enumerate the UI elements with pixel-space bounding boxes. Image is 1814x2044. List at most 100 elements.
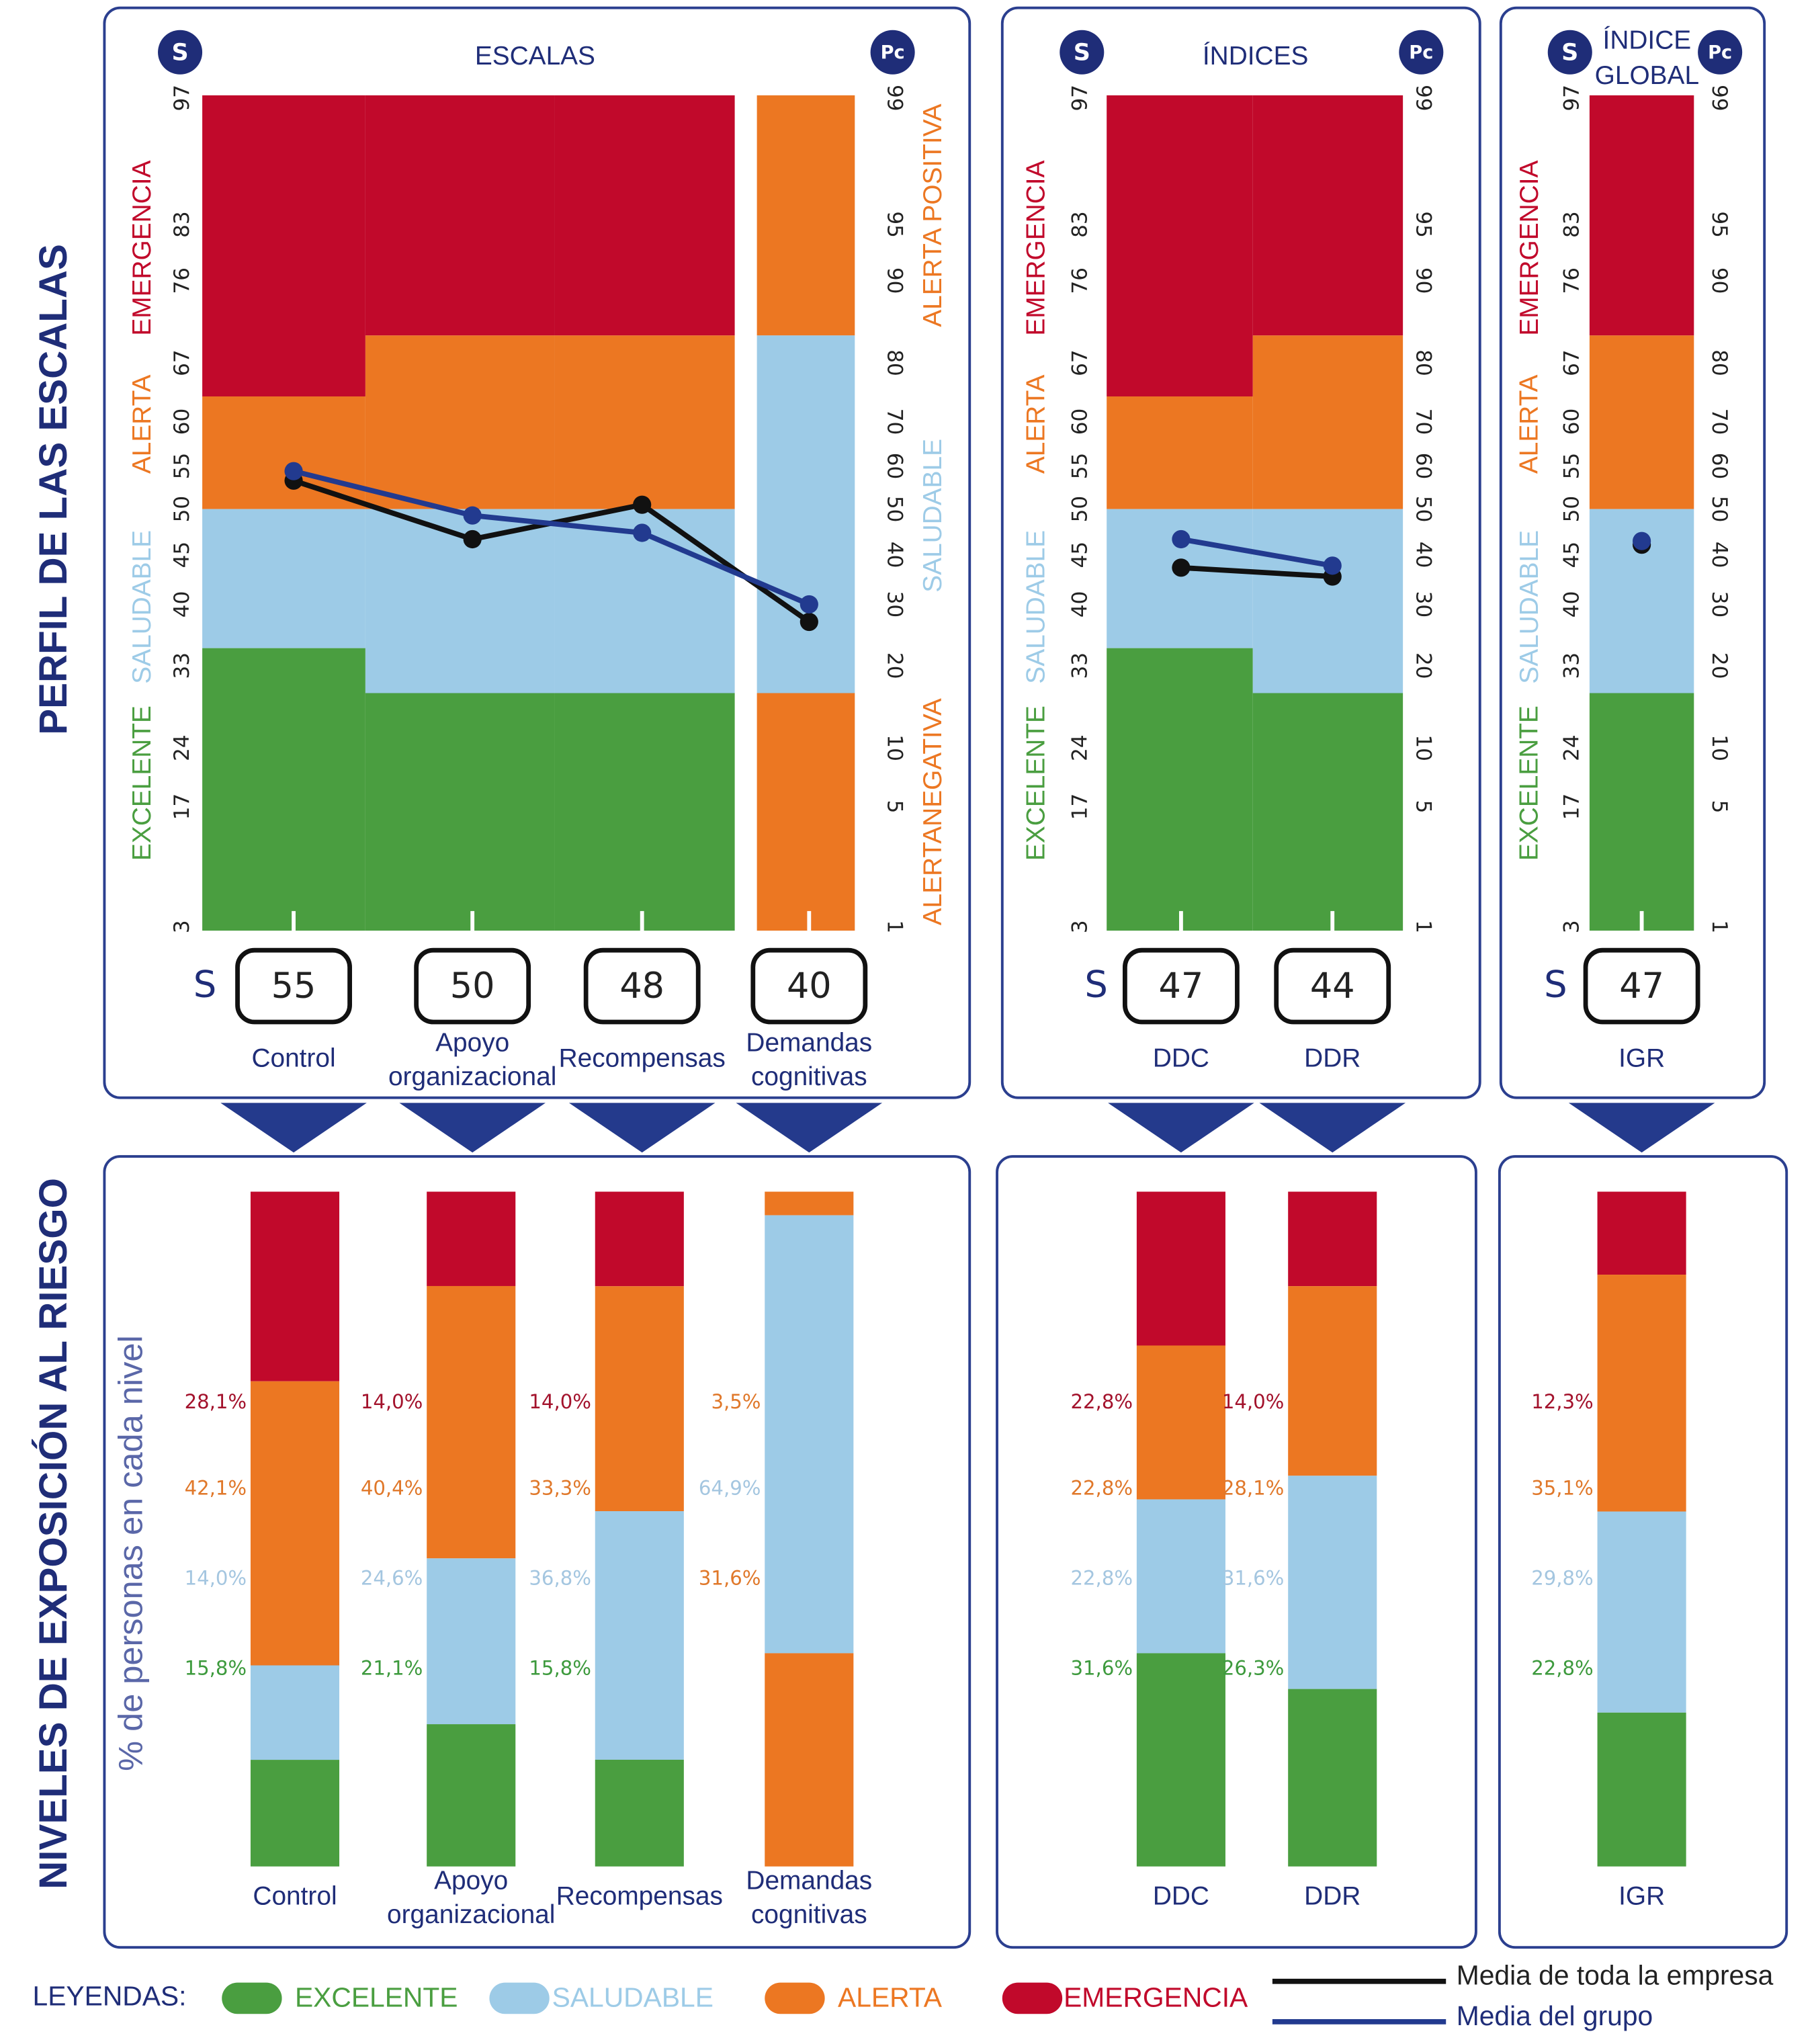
bar-segment-alerta bbox=[1597, 1275, 1686, 1512]
score-box bbox=[235, 947, 352, 1025]
group-mean-line bbox=[1180, 536, 1333, 568]
bar-segment-saludable bbox=[765, 1215, 854, 1654]
pc-badge bbox=[1399, 30, 1444, 75]
s-badge-text: S bbox=[1561, 40, 1578, 67]
pc-tick-label: 20 bbox=[1411, 652, 1435, 679]
legend-swatch bbox=[1002, 1982, 1063, 2014]
item-label: cognitivas bbox=[751, 1062, 867, 1091]
bar-value-label: 24,6% bbox=[361, 1566, 423, 1589]
bar-segment-alerta bbox=[1136, 1345, 1225, 1500]
zone-label-left: EXCELENTE bbox=[1515, 706, 1544, 861]
zone-label-right: ALERTA POSITIVA bbox=[918, 103, 947, 327]
pc-tick-label: 90 bbox=[883, 267, 907, 294]
score-box bbox=[1122, 947, 1240, 1025]
group-mean-point bbox=[1172, 529, 1191, 549]
bar-value-label: 29,8% bbox=[1531, 1566, 1594, 1589]
score-box bbox=[750, 947, 868, 1025]
pc-tick-label: 95 bbox=[883, 211, 907, 238]
bar-value-label: 14,0% bbox=[529, 1390, 591, 1413]
bar-segment-excelente bbox=[595, 1759, 684, 1867]
legend-line-label: Media de toda la empresa bbox=[1457, 1960, 1774, 1991]
pc-tick-label: 1 bbox=[1411, 920, 1435, 933]
s-tick-label: 40 bbox=[1068, 591, 1092, 618]
pc-tick-label: 95 bbox=[1411, 211, 1435, 238]
bar-value-label: 22,8% bbox=[1071, 1390, 1133, 1413]
bar-value-label: 22,8% bbox=[1531, 1656, 1594, 1679]
item-label: Apoyo bbox=[435, 1028, 509, 1057]
zone-excelente bbox=[202, 648, 365, 931]
bar-category-label: DDR bbox=[1304, 1882, 1360, 1911]
pc-tick-label: 80 bbox=[883, 349, 907, 376]
bar-segment-saludable bbox=[1136, 1499, 1225, 1654]
s-tick-label: 76 bbox=[1068, 267, 1092, 294]
bar-segment-saludable bbox=[1288, 1476, 1377, 1689]
score-value: 50 bbox=[450, 966, 495, 1007]
zone-label-left: EMERGENCIA bbox=[1022, 161, 1051, 336]
pc-tick-label: 30 bbox=[1707, 591, 1731, 618]
panel-title: ESCALAS bbox=[475, 42, 595, 71]
legend-swatch bbox=[222, 1982, 282, 2014]
bar-segment-excelente bbox=[427, 1724, 516, 1867]
company-mean-point bbox=[463, 529, 482, 549]
bar-value-label: 33,3% bbox=[529, 1476, 591, 1499]
pc-tick-label: 99 bbox=[883, 85, 907, 112]
s-badge-text: S bbox=[171, 40, 188, 67]
pc-tick-label: 10 bbox=[1707, 734, 1731, 761]
company-mean-point bbox=[633, 495, 652, 514]
group-mean-point bbox=[633, 523, 652, 542]
zone-label-left: SALUDABLE bbox=[1515, 530, 1544, 684]
profile-section-title: PERFIL DE LAS ESCALAS bbox=[32, 244, 75, 735]
s-badge bbox=[1547, 30, 1592, 75]
pc-tick-label: 95 bbox=[1707, 211, 1731, 238]
item-label: Recompensas bbox=[559, 1044, 726, 1073]
zone-alerta bbox=[1252, 335, 1403, 509]
bar-segment-emergencia bbox=[1597, 1191, 1686, 1275]
zone-alerta bbox=[1589, 335, 1694, 509]
s-tick-label: 50 bbox=[1560, 496, 1584, 523]
zone-saludable bbox=[1107, 509, 1253, 648]
bar-category-label: cognitivas bbox=[751, 1900, 867, 1929]
pc-tick-label: 30 bbox=[1411, 591, 1435, 618]
pc-tick-label: 90 bbox=[1411, 267, 1435, 294]
zone-emergencia bbox=[554, 95, 735, 336]
group-mean-point bbox=[1323, 556, 1342, 575]
bar-value-label: 64,9% bbox=[699, 1476, 761, 1499]
bar-value-label: 28,1% bbox=[1222, 1476, 1285, 1499]
pc-tick-label: 99 bbox=[1411, 85, 1435, 112]
bar-value-label: 31,6% bbox=[699, 1566, 761, 1589]
s-tick-label: 55 bbox=[170, 453, 194, 480]
pc-badge bbox=[1698, 30, 1743, 75]
item-label: IGR bbox=[1618, 1044, 1665, 1073]
bar-segment-alerta bbox=[250, 1381, 340, 1666]
bar-category-label: Recompensas bbox=[556, 1882, 723, 1911]
zone-label-left: ALERTA bbox=[1022, 375, 1051, 474]
zone-saludable bbox=[365, 509, 555, 693]
panel-title: GLOBAL bbox=[1595, 61, 1699, 90]
bar-segment-saludable bbox=[595, 1511, 684, 1760]
zone-excelente bbox=[1252, 693, 1403, 931]
legend-label: ALERTA bbox=[838, 1982, 943, 2013]
score-prefix: S bbox=[1084, 964, 1108, 1006]
pc-badge-text: Pc bbox=[1409, 42, 1433, 63]
group-mean-point bbox=[1633, 531, 1651, 550]
zone-emergencia bbox=[1252, 95, 1403, 336]
pc-tick-label: 99 bbox=[1707, 85, 1731, 112]
s-tick-label: 97 bbox=[170, 85, 194, 112]
s-tick-label: 83 bbox=[1560, 211, 1584, 238]
pc-tick-label: 60 bbox=[1411, 453, 1435, 480]
pc-tick-label: 5 bbox=[883, 800, 907, 814]
zone-label-left: SALUDABLE bbox=[128, 530, 157, 684]
zone-excelente bbox=[1107, 648, 1253, 931]
group-mean-point bbox=[284, 462, 303, 480]
company-mean-point bbox=[1172, 558, 1191, 577]
s-tick-label: 83 bbox=[170, 211, 194, 238]
item-label: Demandas bbox=[746, 1028, 872, 1057]
score-prefix: S bbox=[193, 964, 217, 1006]
pc-tick-label: 40 bbox=[1411, 542, 1435, 568]
zone-emergencia bbox=[1107, 95, 1253, 397]
bar-segment-excelente bbox=[1288, 1689, 1377, 1867]
group-mean-point bbox=[800, 595, 818, 614]
zone-label-left: EXCELENTE bbox=[1022, 706, 1051, 861]
score-box bbox=[1274, 947, 1391, 1025]
s-tick-label: 45 bbox=[1560, 542, 1584, 568]
